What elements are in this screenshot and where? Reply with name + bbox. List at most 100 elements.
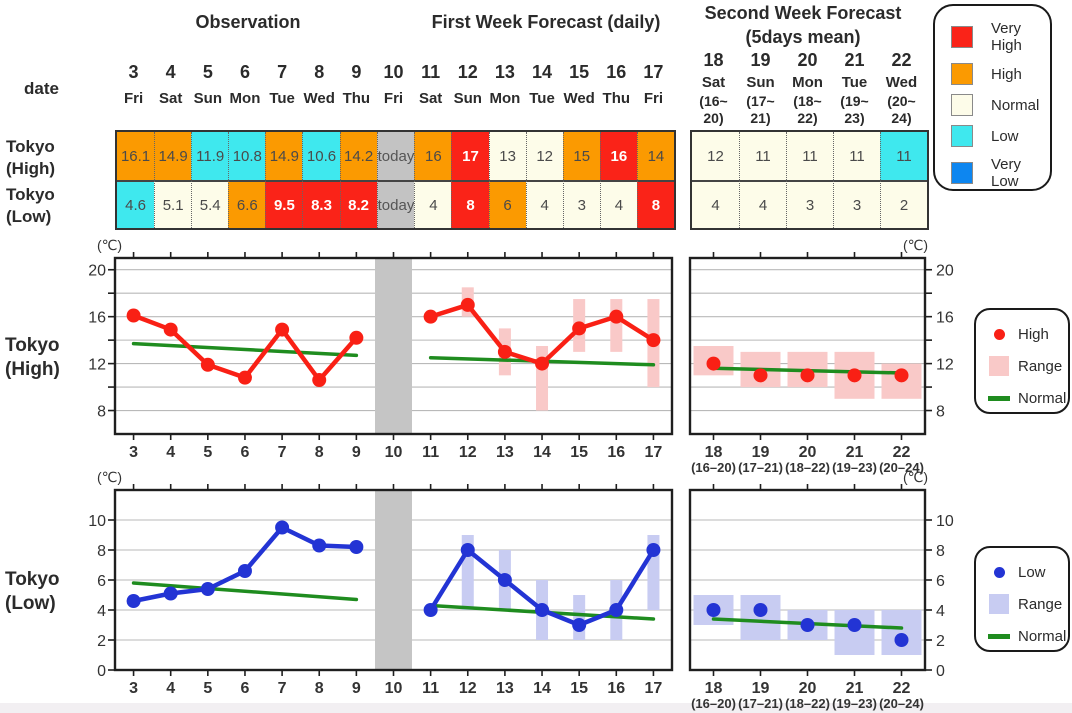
temp-cell: 5.4: [191, 180, 229, 228]
day-of-week: Mon: [792, 74, 823, 91]
high-chart-legend: High Range Normal: [974, 308, 1070, 414]
svg-text:20: 20: [936, 263, 954, 280]
svg-text:6: 6: [241, 680, 250, 697]
day-range-bottom: 22): [797, 110, 818, 126]
temp-cell: 8: [451, 180, 489, 228]
svg-text:7: 7: [278, 680, 287, 697]
svg-text:6: 6: [936, 573, 945, 590]
temp-cell: 8.3: [302, 180, 340, 228]
svg-text:8: 8: [936, 404, 945, 421]
temp-cell: 16.1: [117, 132, 155, 180]
day-range-bottom: 23): [844, 110, 865, 126]
day-of-week: Thu: [342, 90, 371, 107]
temp-cell: 6.6: [228, 180, 266, 228]
day-range-top: (20~: [887, 93, 916, 109]
chart-legend-label: Low: [1018, 563, 1046, 581]
day-of-week: Thu: [602, 90, 631, 107]
svg-text:11: 11: [422, 444, 439, 461]
observation-title: Observation: [195, 12, 301, 32]
temp-cell: 14.2: [339, 132, 377, 180]
temp-cell: 14.9: [265, 132, 303, 180]
svg-text:19: 19: [752, 680, 770, 697]
chart-legend-label: Range: [1018, 357, 1063, 375]
day-number: 4: [165, 62, 176, 82]
svg-text:12: 12: [459, 680, 477, 697]
chart-label-low: Tokyo (Low): [5, 569, 60, 614]
svg-text:(20–24): (20–24): [879, 460, 924, 475]
day-number: 21: [844, 50, 865, 70]
category-legend-item: Low: [951, 125, 1050, 147]
svg-text:0: 0: [936, 663, 945, 680]
category-swatch: [951, 94, 973, 116]
svg-text:14: 14: [533, 444, 551, 461]
svg-text:4: 4: [936, 603, 945, 620]
day-number: 22: [891, 50, 912, 70]
second-week-subtitle: (5days mean): [745, 27, 861, 47]
chart-legend-label: Range: [1018, 595, 1063, 613]
temp-cell: 8.2: [339, 180, 377, 228]
svg-text:8: 8: [315, 444, 324, 461]
category-swatch: [951, 63, 973, 85]
chart-legend-item: Normal: [986, 384, 1068, 412]
day-number: 18: [703, 50, 724, 70]
chart-legend-label: Normal: [1018, 389, 1067, 407]
category-label: Low: [991, 127, 1019, 145]
svg-text:(℃): (℃): [903, 469, 928, 485]
svg-text:5: 5: [203, 444, 212, 461]
category-swatch: [951, 26, 973, 48]
temp-cell: 11: [786, 132, 833, 180]
day-number: 17: [643, 62, 664, 82]
svg-text:18: 18: [705, 444, 723, 461]
day-number: 12: [457, 62, 478, 82]
day-range-top: (19~: [840, 93, 869, 109]
category-label: Very Low: [991, 156, 1022, 190]
table-row-label-high: Tokyo (High): [6, 137, 56, 178]
temp-cell: 4.6: [117, 180, 155, 228]
temp-cell: 3: [786, 180, 833, 228]
temp-cell: 11: [739, 132, 786, 180]
svg-text:3: 3: [129, 444, 138, 461]
svg-text:12: 12: [88, 357, 106, 374]
svg-text:9: 9: [352, 444, 361, 461]
day-number: 10: [383, 62, 404, 82]
temp-cell: 5.1: [154, 180, 192, 228]
svg-text:6: 6: [241, 444, 250, 461]
chart-legend-item: Normal: [986, 622, 1068, 650]
svg-text:22: 22: [893, 680, 911, 697]
svg-text:4: 4: [166, 444, 175, 461]
temp-cell: 4: [414, 180, 452, 228]
svg-text:19: 19: [752, 444, 770, 461]
svg-text:18: 18: [705, 680, 723, 697]
svg-text:5: 5: [203, 680, 212, 697]
svg-text:17: 17: [645, 680, 663, 697]
day-range-bottom: 20): [703, 110, 724, 126]
day-number: 8: [314, 62, 325, 82]
temp-cell: 12: [525, 132, 563, 180]
temp-cell: 11.9: [191, 132, 229, 180]
svg-text:14: 14: [533, 680, 551, 697]
temp-cell: 13: [488, 132, 526, 180]
chart-label-high: Tokyo (High): [5, 335, 60, 380]
svg-text:21: 21: [846, 444, 864, 461]
svg-text:15: 15: [570, 444, 588, 461]
svg-text:11: 11: [422, 680, 439, 697]
svg-text:20: 20: [88, 263, 106, 280]
bottom-strip: [0, 703, 1072, 713]
temp-cell: 4: [525, 180, 563, 228]
svg-text:(16–20): (16–20): [691, 460, 736, 475]
temp-cell: 10.6: [302, 132, 340, 180]
temp-cell: 4: [599, 180, 637, 228]
day-of-week: Mon: [489, 90, 521, 107]
day-number: 7: [277, 62, 288, 82]
category-label: High: [991, 65, 1022, 83]
temp-cell: 8: [636, 180, 674, 228]
temp-cell: 14: [636, 132, 674, 180]
chart-legend-item: High: [986, 320, 1068, 348]
day-number: 5: [202, 62, 213, 82]
day-range-bottom: 21): [750, 110, 771, 126]
svg-text:2: 2: [936, 633, 945, 650]
temp-cell: 15: [562, 132, 600, 180]
day-number: 16: [606, 62, 627, 82]
svg-text:8: 8: [315, 680, 324, 697]
day-range-bottom: 24): [891, 110, 912, 126]
